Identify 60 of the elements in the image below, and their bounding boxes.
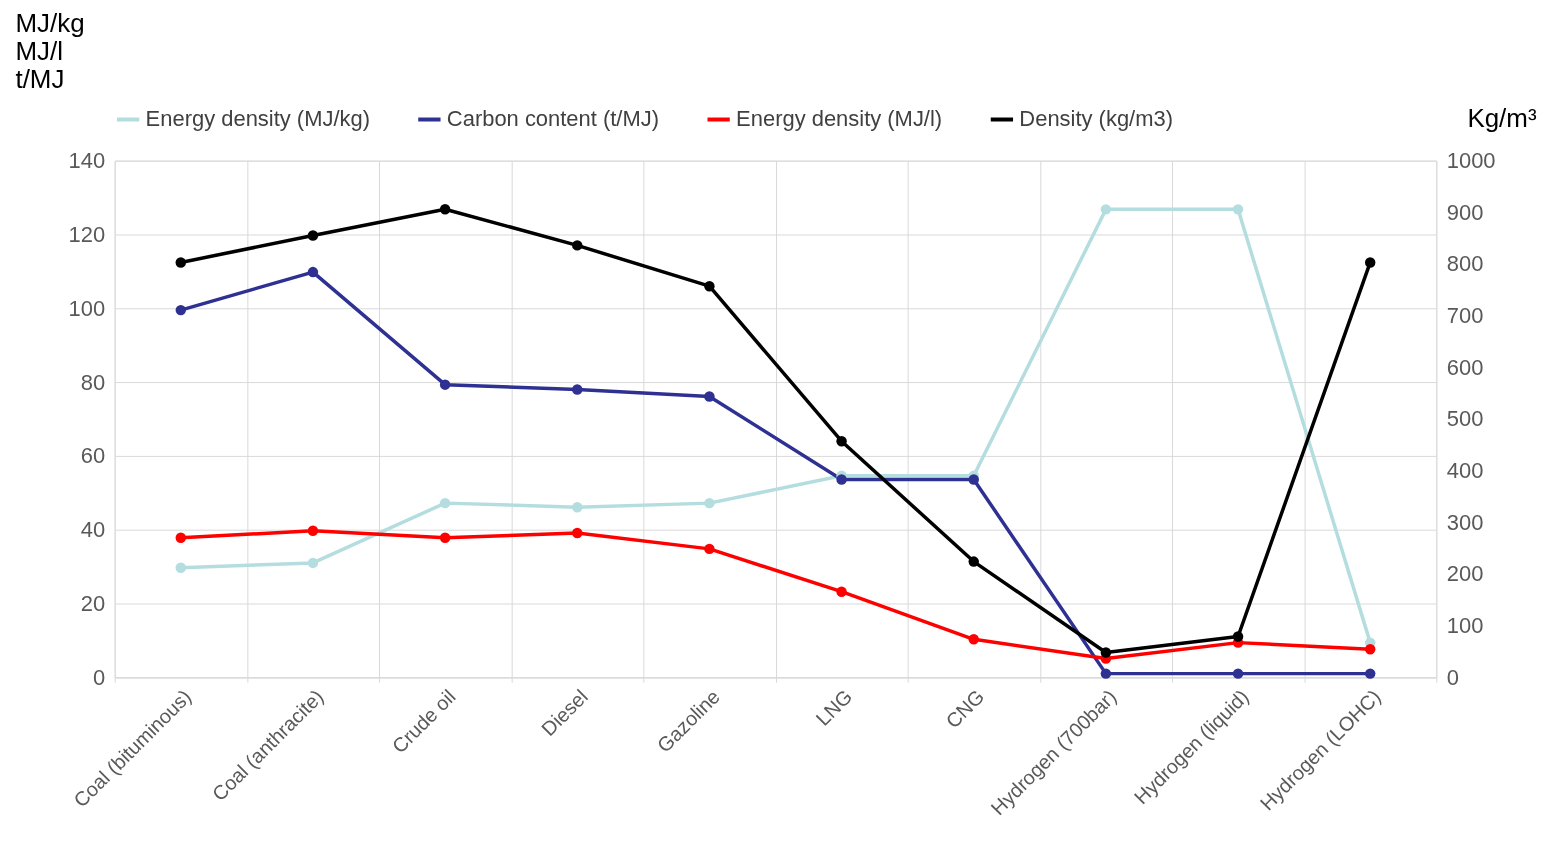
y-tick-label: 40 bbox=[80, 517, 106, 543]
point bbox=[439, 532, 451, 544]
y2-tick-label: 600 bbox=[1446, 354, 1484, 380]
point bbox=[175, 562, 187, 573]
point bbox=[836, 474, 847, 485]
point bbox=[836, 586, 847, 597]
y2-tick-label: 700 bbox=[1446, 303, 1484, 329]
point bbox=[968, 556, 979, 567]
point bbox=[1364, 668, 1376, 679]
point bbox=[704, 543, 715, 555]
point bbox=[175, 257, 187, 268]
y2-tick-label: 900 bbox=[1446, 199, 1484, 225]
point bbox=[836, 435, 847, 447]
legend-label: Energy density (MJ/kg) bbox=[145, 106, 370, 132]
y-tick-label: 100 bbox=[68, 295, 106, 321]
point bbox=[1100, 204, 1112, 215]
y2-tick-label: 400 bbox=[1446, 458, 1484, 484]
point bbox=[704, 497, 715, 509]
point bbox=[1364, 644, 1376, 655]
point bbox=[704, 391, 715, 402]
y2-tick-label: 200 bbox=[1446, 561, 1484, 587]
point bbox=[704, 280, 715, 292]
point bbox=[439, 379, 451, 390]
point bbox=[1232, 204, 1244, 215]
y2-tick-label: 500 bbox=[1446, 406, 1484, 432]
y2-tick-label: 1000 bbox=[1446, 148, 1496, 174]
point bbox=[572, 527, 583, 539]
point bbox=[572, 240, 583, 251]
point bbox=[968, 634, 979, 645]
point bbox=[1232, 631, 1244, 642]
y-tick-label: 80 bbox=[80, 369, 106, 395]
y2-tick-label: 100 bbox=[1446, 613, 1484, 639]
y-tick-label: 60 bbox=[80, 443, 106, 469]
legend-label: Density (kg/m3) bbox=[1019, 106, 1173, 132]
y-tick-label: 20 bbox=[80, 590, 106, 616]
y-axis-title: MJ/kg MJ/l t/MJ bbox=[15, 9, 85, 94]
point bbox=[307, 525, 319, 537]
y2-tick-label: 800 bbox=[1446, 251, 1484, 277]
point bbox=[307, 557, 319, 569]
point bbox=[1232, 668, 1244, 679]
point bbox=[307, 266, 319, 278]
point bbox=[175, 304, 187, 316]
point bbox=[175, 532, 187, 544]
point bbox=[1100, 668, 1112, 679]
legend-label: Energy density (MJ/l) bbox=[736, 106, 943, 132]
point bbox=[572, 501, 583, 513]
point bbox=[1364, 257, 1376, 268]
point bbox=[307, 230, 319, 241]
y2-tick-label: 300 bbox=[1446, 509, 1484, 535]
point bbox=[439, 204, 451, 215]
y2-tick-label: 0 bbox=[1446, 664, 1459, 690]
point bbox=[439, 497, 451, 509]
y-tick-label: 140 bbox=[68, 148, 106, 174]
point bbox=[572, 384, 583, 395]
y-tick-label: 120 bbox=[68, 221, 106, 247]
point bbox=[1100, 647, 1112, 658]
legend-label: Carbon content (t/MJ) bbox=[446, 106, 659, 132]
y-tick-label: 0 bbox=[93, 664, 106, 690]
y2-axis-title: Kg/m³ bbox=[1467, 104, 1537, 133]
point bbox=[968, 474, 979, 485]
